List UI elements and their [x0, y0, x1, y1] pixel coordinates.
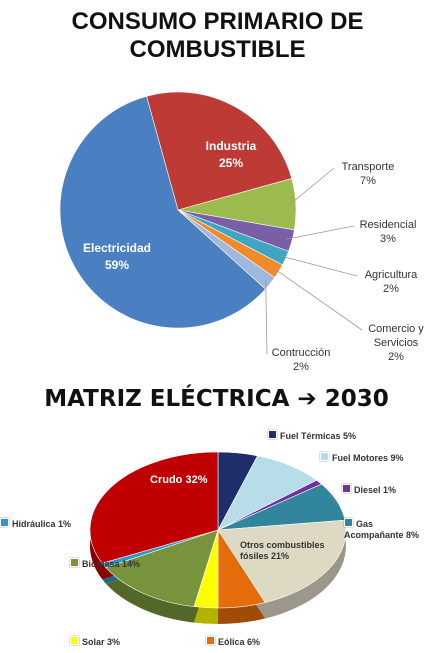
value-label: 5%: [343, 431, 357, 441]
leader-line: [265, 279, 268, 355]
leader-line: [289, 167, 335, 205]
data-label: Fuel Motores 9%: [320, 452, 404, 464]
category-label: Crudo: [150, 474, 183, 486]
data-label: Solar 3%: [70, 636, 120, 648]
value-label: 1%: [58, 519, 72, 529]
data-label: Biomasa 14%: [70, 558, 140, 570]
data-label: Residencial 3%: [352, 218, 424, 246]
legend-swatch: [320, 452, 329, 461]
data-label: Gas Acompañante 8%: [344, 518, 433, 541]
value-label: 14%: [122, 559, 141, 569]
slice: [105, 529, 219, 607]
data-label: Eólica 6%: [206, 636, 260, 648]
value-label: 3%: [107, 637, 121, 647]
category-label: Contrucción: [271, 347, 331, 359]
value-label: 59%: [104, 258, 130, 272]
data-label: Contrucción 2%: [265, 346, 337, 374]
value-label: 3%: [380, 233, 396, 245]
category-label: Otros combustibles fósiles: [240, 540, 325, 561]
value-label: 2%: [383, 283, 399, 295]
category-label: Gas Acompañante: [344, 519, 404, 540]
legend-swatch: [70, 558, 79, 567]
legend-swatch: [342, 484, 351, 493]
chart-title: MATRIZ ELÉCTRICA ➔ 2030: [44, 386, 389, 412]
category-label: Transporte: [341, 161, 395, 173]
category-label: Residencial: [359, 219, 417, 231]
legend-swatch: [268, 430, 277, 439]
value-label: 2%: [388, 351, 404, 363]
pie: [89, 451, 347, 624]
category-label: Industria: [205, 139, 257, 153]
value-label: 32%: [185, 474, 208, 486]
data-label: Otros combustibles fósiles 21%: [240, 540, 335, 562]
value-label: 25%: [218, 156, 244, 170]
category-label: Biomasa: [82, 559, 120, 569]
category-label: Fuel Térmicas: [280, 431, 341, 441]
value-label: 1%: [383, 485, 397, 495]
value-label: 8%: [406, 530, 420, 540]
value-label: 6%: [247, 637, 261, 647]
chart-title: CONSUMO PRIMARIO DE COMBUSTIBLE: [71, 8, 364, 63]
slice: [217, 519, 347, 603]
category-label: Diesel: [354, 485, 381, 495]
legend-swatch: [70, 636, 79, 645]
value-label: 21%: [271, 551, 290, 561]
leader-line: [286, 225, 355, 240]
data-label: Agricultura 2%: [355, 268, 427, 296]
data-label: Comercio y Servicios 2%: [360, 322, 432, 364]
leader-line: [280, 255, 358, 277]
category-label: Hidráulica: [12, 519, 56, 529]
slice: [59, 95, 266, 329]
category-label: Eólica: [218, 637, 245, 647]
value-label: 9%: [390, 453, 404, 463]
data-label: Crudo 32%: [150, 475, 207, 486]
value-label: 7%: [360, 175, 376, 187]
slice: [89, 451, 219, 564]
category-label: Solar: [82, 637, 105, 647]
data-label: Industria 25%: [186, 138, 276, 172]
leader-line: [273, 267, 363, 331]
category-label: Comercio y Servicios: [368, 323, 424, 349]
category-label: Fuel Motores: [332, 453, 389, 463]
slice: [146, 91, 293, 211]
legend-swatch: [0, 518, 9, 527]
data-label: Fuel Térmicas 5%: [268, 430, 356, 442]
legend-swatch: [206, 636, 215, 645]
value-label: 2%: [293, 361, 309, 373]
data-label: Diesel 1%: [342, 484, 396, 496]
data-label: Hidráulica 1%: [0, 518, 71, 530]
category-label: Agricultura: [364, 269, 418, 281]
data-label: Transporte 7%: [332, 160, 404, 188]
category-label: Electricidad: [82, 241, 152, 255]
pie: [59, 91, 297, 329]
legend-swatch: [344, 518, 353, 527]
data-label: Electricidad 59%: [72, 240, 162, 274]
